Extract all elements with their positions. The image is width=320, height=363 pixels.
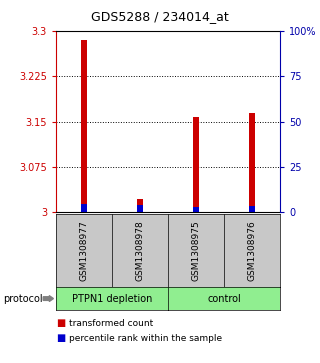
Bar [249,113,255,212]
Text: ■: ■ [56,318,65,328]
Text: protocol: protocol [3,294,43,303]
Text: transformed count: transformed count [69,319,153,327]
Bar [193,207,199,212]
Text: ■: ■ [56,333,65,343]
Bar [137,205,143,212]
Text: PTPN1 depletion: PTPN1 depletion [72,294,152,303]
Text: control: control [207,294,241,303]
Text: GSM1308976: GSM1308976 [247,220,257,281]
Text: GSM1308978: GSM1308978 [135,220,145,281]
Bar [193,117,199,212]
Bar [249,206,255,212]
Bar [81,40,87,212]
Text: GDS5288 / 234014_at: GDS5288 / 234014_at [91,10,229,23]
Text: GSM1308977: GSM1308977 [79,220,89,281]
Text: GSM1308975: GSM1308975 [191,220,201,281]
Bar [81,204,87,212]
Text: percentile rank within the sample: percentile rank within the sample [69,334,222,343]
Bar [137,199,143,212]
